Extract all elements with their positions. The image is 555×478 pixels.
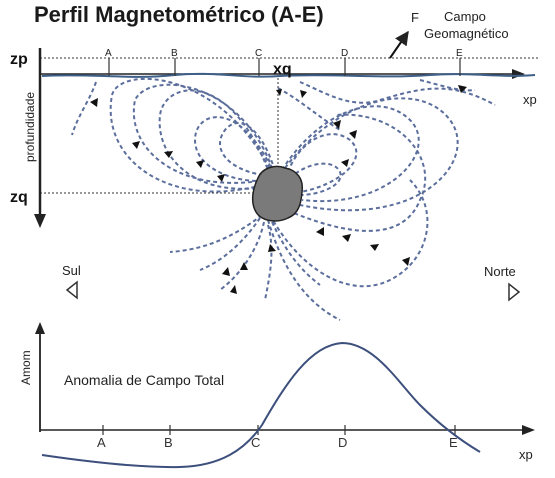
- field-line: [287, 133, 358, 193]
- station-label-top-a: A: [105, 48, 112, 59]
- top-station-ticks: [108, 58, 461, 76]
- field-line: [264, 224, 273, 301]
- xp-axis-top-arrowhead: [512, 69, 525, 79]
- station-label-top-c: C: [255, 48, 262, 59]
- north-label: Norte: [484, 264, 516, 279]
- magnetized-body: [251, 165, 304, 222]
- field-line: [71, 81, 97, 136]
- field-line: [219, 122, 275, 177]
- amom-axis-arrowhead: [35, 322, 45, 334]
- page-title: Perfil Magnetométrico (A-E): [34, 2, 324, 27]
- total-field-anomaly-curve: [41, 341, 481, 469]
- station-label-top-b: B: [171, 48, 178, 59]
- field-line: [419, 79, 476, 92]
- field-line: [277, 87, 341, 131]
- field-line: [269, 179, 429, 288]
- zq-label: zq: [10, 189, 28, 206]
- field-symbol: F: [411, 10, 419, 25]
- field-line: [158, 89, 271, 190]
- field-label-line1: Campo: [444, 9, 486, 24]
- station-label-top-e: E: [456, 48, 463, 59]
- terrain-profile: [41, 72, 536, 78]
- station-label-top-d: D: [341, 48, 348, 59]
- xp-top-label: xp: [523, 92, 537, 107]
- bottom-station-ticks: [102, 425, 456, 435]
- field-line: [199, 217, 261, 271]
- station-label-bottom-a: A: [97, 435, 106, 450]
- field-line: [132, 83, 273, 184]
- station-label-bottom-e: E: [449, 435, 458, 450]
- field-line: [109, 77, 271, 193]
- field-line: [284, 97, 459, 212]
- field-line: [169, 214, 263, 253]
- zp-label: zp: [10, 51, 28, 68]
- xp-bottom-label: xp: [519, 447, 533, 462]
- field-lines: [71, 77, 496, 321]
- field-line: [289, 162, 342, 196]
- xq-label: xq: [273, 61, 292, 78]
- south-direction-icon: [65, 280, 78, 300]
- south-label: Sul: [62, 263, 81, 278]
- anomaly-label: Anomalia de Campo Total: [64, 372, 224, 388]
- field-line: [219, 221, 265, 291]
- amom-label: Amom: [19, 350, 33, 385]
- field-label-line2: Geomagnético: [424, 26, 509, 41]
- north-direction-icon: [508, 282, 521, 302]
- field-line: [274, 113, 426, 232]
- station-label-bottom-b: B: [164, 435, 173, 450]
- field-line: [281, 105, 420, 203]
- field-direction-arrow: [389, 30, 409, 59]
- depth-axis-arrowhead: [34, 214, 46, 228]
- field-line: [299, 81, 496, 106]
- field-line: [267, 219, 341, 321]
- field-line: [193, 116, 273, 182]
- xp-axis-bottom-arrowhead: [522, 425, 535, 435]
- field-line: [271, 221, 321, 286]
- station-label-bottom-c: C: [251, 435, 260, 450]
- depth-label: profundidade: [23, 92, 37, 162]
- station-label-bottom-d: D: [338, 435, 347, 450]
- field-line-arrowheads: [90, 85, 467, 294]
